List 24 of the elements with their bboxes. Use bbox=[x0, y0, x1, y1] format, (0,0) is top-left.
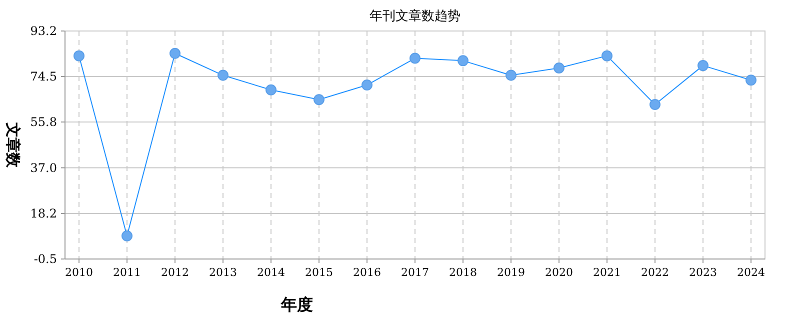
chart-title: 年刊文章数趋势 bbox=[370, 9, 460, 24]
x-tick-label: 2011 bbox=[113, 266, 141, 279]
x-tick-label: 2019 bbox=[497, 266, 525, 279]
x-axis-title: 年度 bbox=[280, 295, 313, 314]
x-tick-label: 2014 bbox=[257, 266, 285, 279]
x-tick-label: 2013 bbox=[209, 266, 237, 279]
x-tick-label: 2012 bbox=[161, 266, 189, 279]
x-tick-label: 2017 bbox=[401, 266, 429, 279]
y-tick-label: 74.5 bbox=[30, 70, 57, 84]
x-tick-label: 2022 bbox=[641, 266, 669, 279]
y-axis-title: 文章数 bbox=[4, 122, 22, 168]
x-tick-label: 2020 bbox=[545, 266, 573, 279]
x-tick-label: 2021 bbox=[593, 266, 621, 279]
y-tick-label: 18.2 bbox=[30, 206, 57, 220]
y-tick-label: 93.2 bbox=[30, 24, 57, 38]
x-tick-label: 2016 bbox=[353, 266, 381, 279]
x-tick-label: 2015 bbox=[305, 266, 333, 279]
y-tick-label: 37.0 bbox=[30, 160, 57, 175]
x-tick-label: 2018 bbox=[449, 266, 477, 279]
x-tick-label: 2024 bbox=[737, 266, 765, 279]
x-tick-label: 2023 bbox=[689, 266, 717, 279]
y-tick-label: -0.5 bbox=[34, 252, 57, 266]
x-tick-label: 2010 bbox=[65, 266, 93, 279]
y-tick-label: 55.8 bbox=[30, 115, 57, 130]
